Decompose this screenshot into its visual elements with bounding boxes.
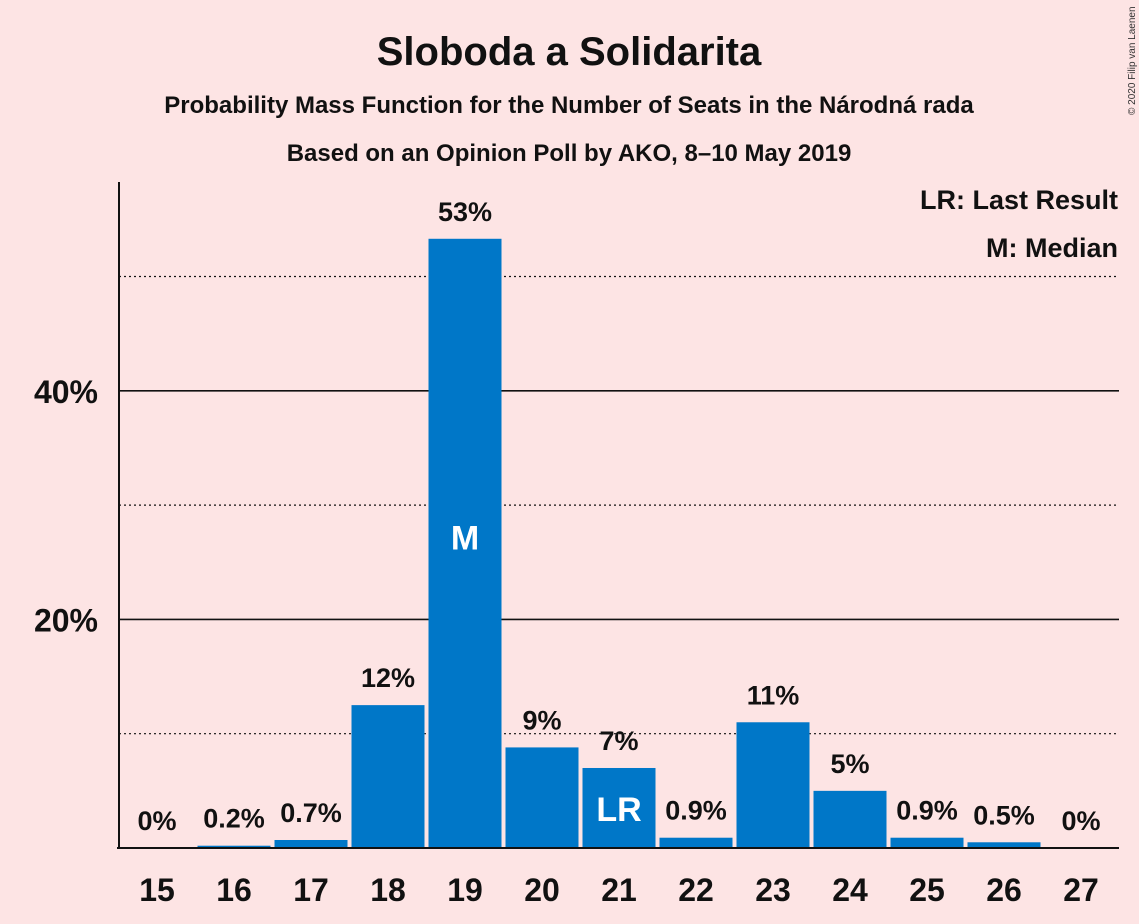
bar-25	[890, 837, 964, 848]
x-tick-label: 24	[832, 872, 868, 908]
bar-20	[505, 747, 579, 848]
bar-19	[428, 238, 502, 848]
x-axis-ticks: 15 16 17 18 19 20 21 22 23 24 25 26 27	[139, 872, 1099, 908]
bar-value-label: 11%	[747, 680, 800, 710]
bar-24	[813, 790, 887, 848]
bar-value-label: 0%	[1061, 806, 1100, 836]
last-result-marker: LR	[596, 791, 641, 829]
copyright-note: © 2020 Filip van Laenen	[1127, 6, 1138, 115]
y-tick-label: 20%	[34, 602, 98, 638]
bar-value-label: 0.9%	[896, 796, 958, 826]
bar-23	[736, 722, 810, 848]
chart-subtitle: Probability Mass Function for the Number…	[164, 92, 974, 119]
bar-value-label: 0.5%	[973, 800, 1035, 830]
x-tick-label: 27	[1063, 872, 1099, 908]
bar-17	[274, 839, 348, 848]
bar-26	[967, 842, 1041, 848]
x-tick-label: 16	[216, 872, 252, 908]
gridlines	[119, 275, 1119, 735]
bar-value-label: 5%	[830, 749, 869, 779]
y-axis-ticks: 20% 40%	[34, 374, 98, 639]
median-marker: M	[451, 519, 479, 557]
bar-value-label: 12%	[361, 663, 415, 693]
bars	[197, 238, 1041, 848]
x-tick-label: 26	[986, 872, 1022, 908]
x-tick-label: 23	[755, 872, 791, 908]
bar-value-label: 0.2%	[203, 804, 265, 834]
x-tick-label: 18	[370, 872, 406, 908]
bar-21	[582, 767, 656, 848]
bar-value-label: 9%	[522, 705, 561, 735]
bar-22	[659, 837, 733, 848]
bar-value-label: 0.7%	[280, 798, 342, 828]
bar-value-label: 53%	[438, 197, 492, 227]
x-tick-label: 25	[909, 872, 945, 908]
legend-last-result: LR: Last Result	[920, 185, 1118, 215]
x-tick-label: 21	[601, 872, 637, 908]
x-tick-label: 17	[293, 872, 329, 908]
bar-value-label: 0%	[137, 806, 176, 836]
y-tick-label: 40%	[34, 374, 98, 410]
x-tick-label: 22	[678, 872, 714, 908]
x-tick-label: 15	[139, 872, 175, 908]
bar-18	[351, 705, 425, 848]
bar-labels: 0% 0.2% 0.7% 12% 53% M 9% 7% LR 0.9% 11% 5% 0.9% 0.5%…	[137, 197, 1100, 836]
chart-title: Sloboda a Solidarita	[377, 30, 762, 74]
x-tick-label: 20	[524, 872, 560, 908]
legend-median: M: Median	[986, 233, 1118, 263]
bar-16	[197, 845, 271, 848]
bar-value-label: 0.9%	[665, 796, 727, 826]
chart-subtitle-poll: Based on an Opinion Poll by AKO, 8–10 Ma…	[287, 140, 852, 167]
bar-value-label: 7%	[599, 726, 638, 756]
x-tick-label: 19	[447, 872, 483, 908]
